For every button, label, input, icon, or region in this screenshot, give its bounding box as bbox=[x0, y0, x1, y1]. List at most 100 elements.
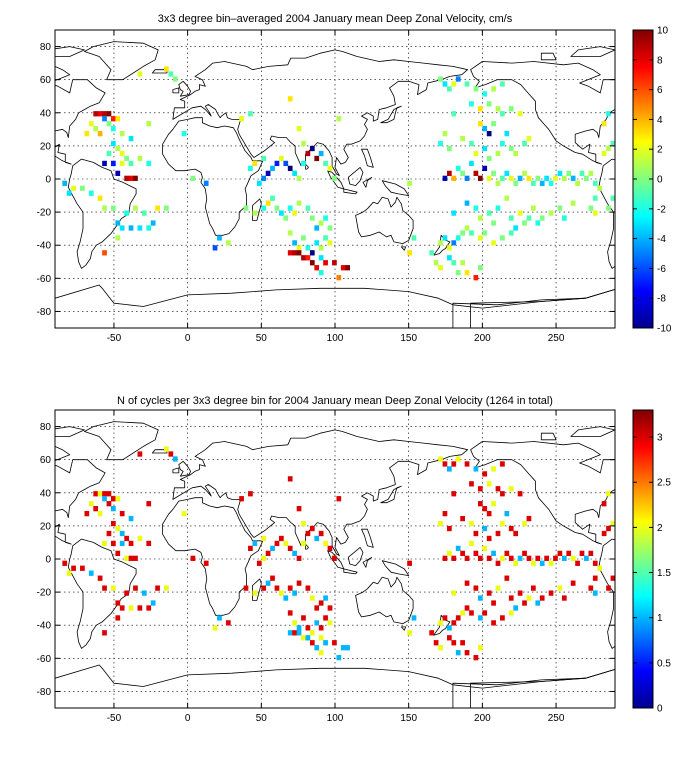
bin-cell bbox=[111, 126, 116, 132]
bin-cell bbox=[451, 491, 457, 497]
coastline bbox=[381, 180, 410, 197]
bin-cell bbox=[137, 71, 143, 77]
bin-cell bbox=[561, 175, 567, 181]
coastline bbox=[162, 117, 264, 236]
bin-cell bbox=[93, 111, 99, 117]
bin-cell bbox=[592, 195, 598, 201]
coastline bbox=[55, 664, 615, 689]
bin-cell bbox=[597, 565, 603, 571]
bin-cell bbox=[477, 235, 483, 241]
bin-cell bbox=[296, 630, 302, 636]
bin-cell bbox=[97, 130, 103, 137]
x-tick-label: 250 bbox=[548, 713, 565, 724]
y-tick-label: -40 bbox=[37, 621, 52, 632]
bin-cell bbox=[455, 76, 461, 82]
bin-cell bbox=[500, 491, 505, 497]
bin-cell bbox=[548, 560, 554, 566]
bin-cell bbox=[274, 160, 280, 167]
bin-cell bbox=[539, 215, 545, 221]
velocity-map-title: 3x3 degree bin–averaged 2004 January mea… bbox=[158, 13, 513, 25]
bin-cell bbox=[137, 451, 143, 457]
bin-cell bbox=[508, 595, 514, 601]
bin-cell bbox=[486, 155, 492, 162]
bin-cell bbox=[447, 170, 452, 176]
bin-cell bbox=[606, 491, 611, 497]
bin-cell bbox=[610, 140, 615, 147]
bin-cell bbox=[482, 165, 488, 172]
y-tick-label: -40 bbox=[37, 241, 52, 252]
bin-cell bbox=[508, 145, 514, 152]
bin-cell bbox=[265, 580, 271, 586]
bin-cell bbox=[469, 481, 474, 487]
bin-cell bbox=[133, 205, 138, 211]
bin-cell bbox=[548, 210, 554, 216]
bin-cell bbox=[274, 585, 280, 591]
bin-cell bbox=[606, 205, 611, 211]
bin-cell bbox=[522, 220, 527, 226]
bin-cell bbox=[172, 76, 178, 82]
bin-cell bbox=[124, 535, 129, 542]
bin-cell bbox=[508, 230, 514, 236]
bin-cell bbox=[305, 585, 311, 591]
bin-cell bbox=[296, 555, 302, 561]
bin-cell bbox=[323, 640, 328, 646]
bin-cell bbox=[115, 600, 121, 606]
x-tick-label: 100 bbox=[327, 333, 344, 344]
bin-cell bbox=[128, 160, 134, 167]
colorbar-tick-label: -2 bbox=[657, 204, 666, 215]
bin-cell bbox=[429, 250, 435, 256]
bin-cell bbox=[531, 180, 536, 186]
bin-cell bbox=[332, 175, 337, 181]
bin-cell bbox=[579, 550, 585, 556]
bin-cell bbox=[477, 645, 483, 651]
bin-cell bbox=[447, 625, 452, 631]
bin-cell bbox=[508, 555, 514, 561]
x-tick-label: 150 bbox=[400, 333, 417, 344]
bin-cell bbox=[451, 555, 457, 561]
coastline bbox=[172, 467, 180, 474]
bin-cell bbox=[327, 620, 333, 626]
bin-cell bbox=[115, 550, 121, 556]
bin-cell bbox=[128, 225, 134, 231]
coastline bbox=[172, 87, 180, 94]
bin-cell bbox=[411, 615, 417, 621]
bin-cell bbox=[190, 555, 196, 561]
bin-cell bbox=[570, 175, 576, 181]
bin-cell bbox=[464, 200, 470, 206]
bin-cell bbox=[292, 620, 297, 626]
bin-cell bbox=[164, 205, 169, 211]
bin-cell bbox=[606, 585, 611, 591]
bin-cell bbox=[473, 585, 479, 591]
bin-cell bbox=[314, 225, 320, 231]
bin-cell bbox=[513, 530, 519, 537]
bin-cell bbox=[248, 491, 253, 497]
bin-cell bbox=[217, 235, 222, 241]
bin-cell bbox=[566, 170, 572, 176]
bin-cell bbox=[491, 501, 496, 507]
bin-cell bbox=[119, 510, 125, 517]
coastline bbox=[598, 158, 615, 269]
bin-cell bbox=[557, 205, 563, 211]
bin-cell bbox=[115, 145, 121, 152]
coastline bbox=[433, 234, 451, 256]
bin-cell bbox=[305, 205, 311, 211]
bin-cell bbox=[500, 461, 505, 467]
bin-cell bbox=[504, 170, 510, 176]
bin-cell bbox=[93, 491, 99, 497]
bin-cell bbox=[570, 555, 576, 561]
bin-cell bbox=[464, 175, 470, 181]
bin-cell bbox=[102, 160, 107, 167]
bin-cell bbox=[522, 600, 527, 606]
colorbar-tick-label: 0 bbox=[657, 175, 663, 186]
bin-cell bbox=[314, 155, 320, 162]
bin-cell bbox=[248, 111, 253, 117]
bin-cell bbox=[305, 625, 311, 631]
bin-cell bbox=[455, 545, 461, 552]
bin-cell bbox=[508, 610, 514, 616]
bin-cell bbox=[292, 630, 297, 636]
coastline bbox=[343, 568, 358, 575]
bin-cell bbox=[557, 585, 563, 591]
bin-cell bbox=[491, 620, 496, 626]
bin-cell bbox=[102, 205, 107, 211]
bin-cell bbox=[491, 170, 496, 176]
